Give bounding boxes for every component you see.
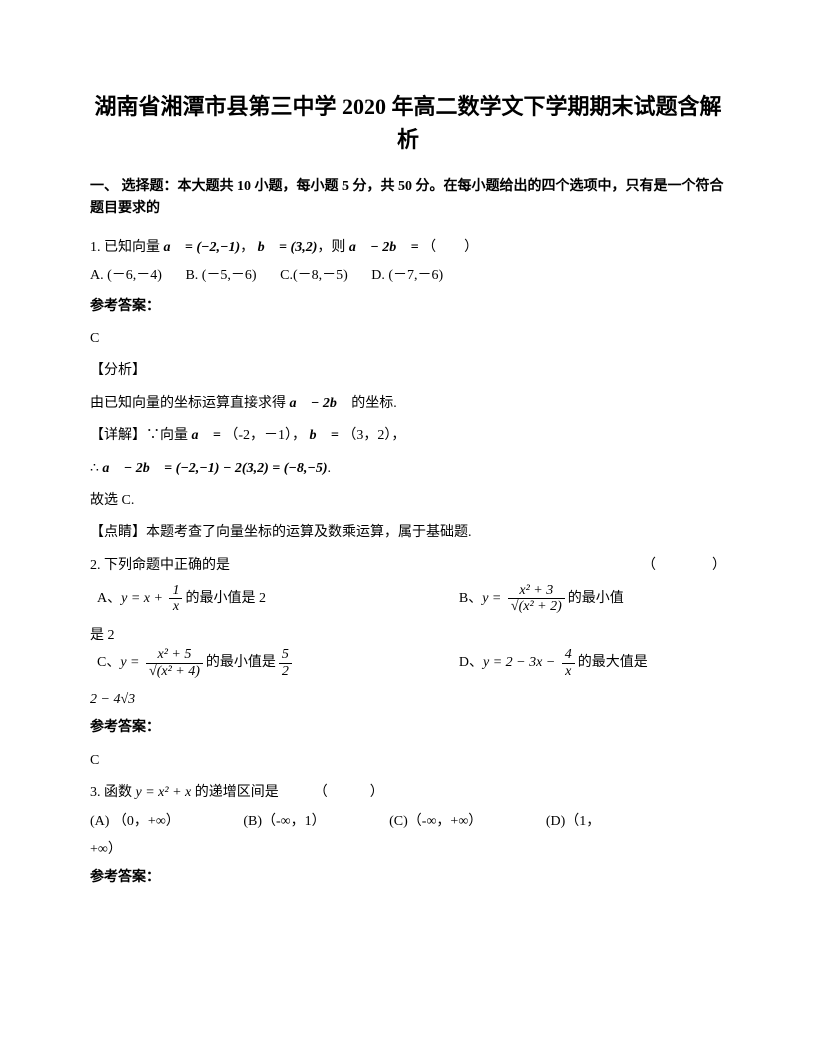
q2-d-den: x [562,664,575,679]
q2-b-suffix: 的最小值 [568,588,624,610]
q3-formula: y = x² + x [136,785,192,800]
q2-d-num: 4 [562,647,575,663]
q2-c-formula: y = x² + 5√(x² + 4) [120,647,206,679]
q2-b-formula: y = x² + 3√(x² + 2) [482,583,568,615]
q1-detail-a-val: （-2，－1）， [224,428,306,443]
q1-option-d: D. (－7,－6) [371,265,443,287]
q1-detail-label: 【详解】∵向量 [90,428,188,443]
q1-answer: C [90,328,726,350]
q1-sep1: ， [240,240,254,255]
q1-analysis-suffix: 的坐标. [351,396,397,411]
q2-d-formula: y = 2 − 3x − 4x [483,647,578,679]
q2-stem: 2. 下列命题中正确的是 [90,555,230,577]
page-title: 湖南省湘潭市县第三中学 2020 年高二数学文下学期期末试题含解析 [90,90,726,156]
q1-comment: 【点睛】本题考查了向量坐标的运算及数乘运算，属于基础题. [90,522,726,544]
q1-detail-b: b⃗ = [310,428,339,443]
q2-a-lhs: y = x + [121,591,163,606]
q2-b-den: √(x² + 2) [508,599,565,614]
q1-vec-a: a⃗ = (−2,−1) [164,240,241,255]
q1-detail: 【详解】∵向量 a⃗ = （-2，－1）， b⃗ = （3，2）， [90,425,726,447]
q2-a-formula: y = x + 1x [121,583,185,615]
q2-c-num: x² + 5 [146,647,203,663]
q1-options: A. (－6,－4) B. (－5,－6) C.(－8,－5) D. (－7,－… [90,265,726,287]
q3-option-d: (D)（1， [546,811,600,833]
q2-a-num: 1 [169,583,182,599]
q1-option-c: C.(－8,－5) [280,265,348,287]
q1-option-b: B. (－5,－6) [185,265,256,287]
q2-d-cont: 2 − 4√3 [90,689,726,711]
q2-d-suffix: 的最大值是 [578,652,648,674]
q1-conclusion: 故选 C. [90,490,726,512]
q1-analysis-prefix: 由已知向量的坐标运算直接求得 [90,396,286,411]
q2-option-b: B、 y = x² + 3√(x² + 2) 的最小值 [459,583,726,615]
q1-answer-label: 参考答案： [90,296,726,318]
q1-therefore: ∴ [90,461,99,476]
q2-blank: （ ） [642,555,726,577]
q2-a-den: x [169,599,182,614]
q2-option-c: C、 y = x² + 5√(x² + 4) 的最小值是 52 [90,647,459,679]
q1-stem-prefix: 1. 已知向量 [90,240,160,255]
q2-a-prefix: A、 [97,588,121,610]
q1-blank: （ ） [422,240,478,255]
q1-detail-result: a⃗ − 2b⃗ = (−2,−1) − 2(3,2) = (−8,−5) [102,461,327,476]
q2-b-num: x² + 3 [508,583,565,599]
q2-answer-label: 参考答案： [90,717,726,739]
q3-option-c: (C)（-∞，+∞） [389,811,482,833]
q2-d-prefix: D、 [459,652,483,674]
q1-detail-b-val: （3，2）， [342,428,405,443]
q2-a-suffix: 的最小值是 2 [185,588,266,610]
question-1: 1. 已知向量 a⃗ = (−2,−1)， b⃗ = (3,2)，则 a⃗ − … [90,237,726,545]
q3-answer-label: 参考答案： [90,867,726,889]
q2-c-suffix: 的最小值是 [206,652,276,674]
q2-b-cont: 是 2 [90,625,726,647]
q1-expr: a⃗ − 2b⃗ = [349,240,419,255]
q2-d-lhs: y = 2 − 3x − [483,655,555,670]
q3-d-cont: +∞） [90,839,726,861]
q2-option-d: D、 y = 2 − 3x − 4x 的最大值是 [459,647,726,679]
question-2: 2. 下列命题中正确的是 （ ） A、 y = x + 1x 的最小值是 2 B… [90,555,726,773]
q2-answer: C [90,750,726,772]
q2-option-a: A、 y = x + 1x 的最小值是 2 [90,583,459,615]
q1-detail-a: a⃗ = [192,428,221,443]
q1-detail-period: . [328,461,332,476]
q1-analysis-expr: a⃗ − 2b⃗ [290,396,348,411]
q3-option-a: (A) （0，+∞） [90,811,180,833]
q1-analysis-text: 由已知向量的坐标运算直接求得 a⃗ − 2b⃗ 的坐标. [90,393,726,415]
q2-c-val: 52 [279,647,292,679]
q2-b-prefix: B、 [459,588,482,610]
q1-vec-b: b⃗ = (3,2) [258,240,318,255]
q3-options: (A) （0，+∞） (B)（-∞，1） (C)（-∞，+∞） (D)（1， [90,811,726,833]
q1-sep2: ，则 [317,240,345,255]
q1-analysis-label: 【分析】 [90,360,726,382]
q2-c-val-den: 2 [279,664,292,679]
q3-option-b: (B)（-∞，1） [243,811,325,833]
q2-c-den: √(x² + 4) [146,664,203,679]
q2-c-prefix: C、 [97,652,120,674]
q3-stem-prefix: 3. 函数 [90,785,132,800]
q3-stem-suffix: 的递增区间是 （ ） [195,785,384,800]
question-3: 3. 函数 y = x² + x 的递增区间是 （ ） (A) （0，+∞） (… [90,782,726,890]
q1-detail-result-line: ∴ a⃗ − 2b⃗ = (−2,−1) − 2(3,2) = (−8,−5). [90,458,726,480]
section-header: 一、 选择题：本大题共 10 小题，每小题 5 分，共 50 分。在每小题给出的… [90,176,726,221]
q2-c-val-num: 5 [279,647,292,663]
q1-option-a: A. (－6,－4) [90,265,162,287]
